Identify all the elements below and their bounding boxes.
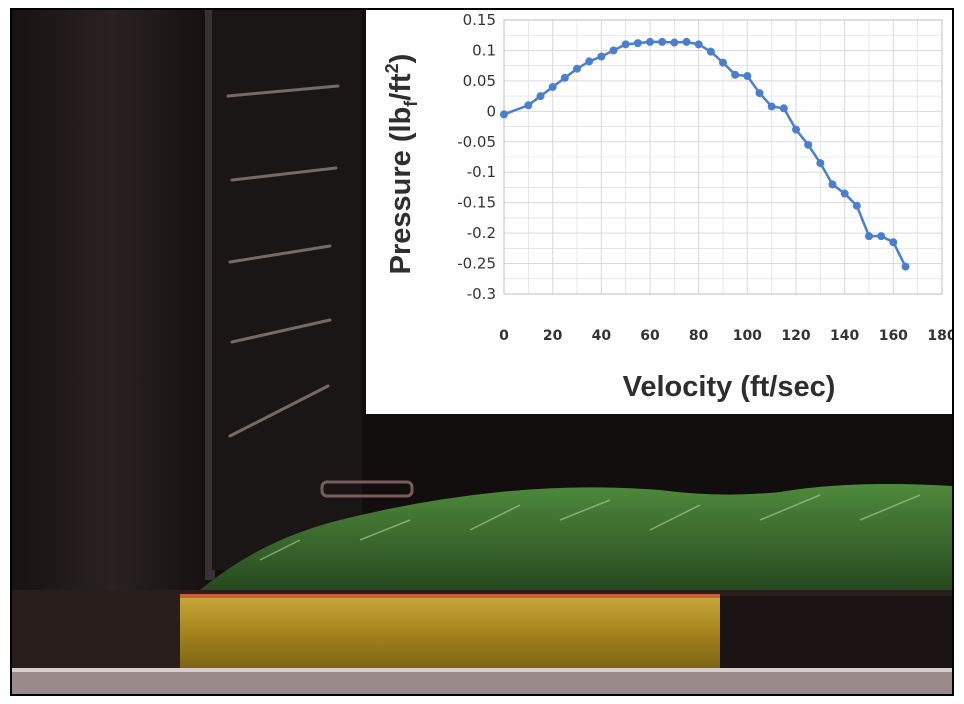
data-point	[658, 38, 666, 46]
data-point	[865, 232, 873, 240]
x-tick-label: 160	[879, 328, 908, 344]
x-tick-label: 80	[689, 328, 709, 344]
data-point	[889, 238, 897, 246]
x-tick-label: 120	[781, 328, 810, 344]
data-point	[853, 202, 861, 210]
y-tick-labels: 0.15 0.1 0.05 0 -0.05 -0.1 -0.15 -0.2 -0.25 -0.3	[457, 11, 496, 303]
data-point	[877, 232, 885, 240]
data-point	[816, 159, 824, 167]
data-point	[670, 39, 678, 47]
y-tick-label: -0.25	[457, 255, 496, 273]
data-point	[768, 102, 776, 110]
data-point	[841, 190, 849, 198]
data-point	[804, 141, 812, 149]
y-tick-label: -0.2	[467, 224, 496, 242]
y-tick-label: 0.15	[463, 11, 496, 29]
data-point	[743, 72, 751, 80]
x-tick-label: 100	[733, 328, 762, 344]
data-point	[707, 48, 715, 56]
y-tick-label: 0	[486, 102, 496, 120]
y-tick-label: -0.05	[457, 133, 496, 151]
x-tick-label: 180	[927, 328, 952, 344]
x-tick-label: 60	[640, 328, 660, 344]
pressure-velocity-chart: 0.150.10.050-0.05-0.1-0.15-0.2-0.25-0.3 …	[366, 10, 952, 414]
x-tick-label: 20	[543, 328, 563, 344]
data-point	[792, 126, 800, 134]
data-point	[524, 101, 532, 109]
x-tick-label: 140	[830, 328, 859, 344]
glass-wall	[12, 10, 212, 590]
chart-inset: 0.15 0.1 0.05 0 -0.05 -0.1 -0.15 -0.2 -0.25 -0.3 …	[366, 10, 952, 414]
y-axis-title: Pressure (lbf/ft2)	[382, 54, 421, 275]
data-point	[585, 57, 593, 65]
data-point	[756, 89, 764, 97]
x-tick-label: 40	[592, 328, 612, 344]
data-point	[573, 65, 581, 73]
data-point	[902, 263, 910, 271]
data-point	[561, 74, 569, 82]
y-tick-label: -0.3	[467, 285, 496, 303]
series-line	[500, 38, 910, 271]
data-point	[549, 83, 557, 91]
x-tick-labels: 0 20 40 60 80 100 120 140 160 180	[499, 328, 952, 344]
data-point	[634, 39, 642, 47]
data-point	[537, 92, 545, 100]
data-point	[695, 40, 703, 48]
data-point	[780, 104, 788, 112]
data-point	[719, 59, 727, 67]
data-point	[646, 38, 654, 46]
data-point	[731, 71, 739, 79]
data-point	[597, 53, 605, 61]
y-tick-label: 0.05	[463, 72, 496, 90]
y-tick-label: 0.1	[472, 41, 496, 59]
data-point	[500, 110, 508, 118]
data-point	[829, 180, 837, 188]
sand-layer	[180, 594, 720, 668]
y-tick-label: -0.1	[467, 163, 496, 181]
data-point	[622, 40, 630, 48]
y-tick-label: -0.15	[457, 194, 496, 212]
x-tick-label: 0	[499, 328, 509, 344]
x-axis-title: Velocity (ft/sec)	[623, 371, 836, 403]
data-point	[683, 38, 691, 46]
data-point	[610, 46, 618, 54]
